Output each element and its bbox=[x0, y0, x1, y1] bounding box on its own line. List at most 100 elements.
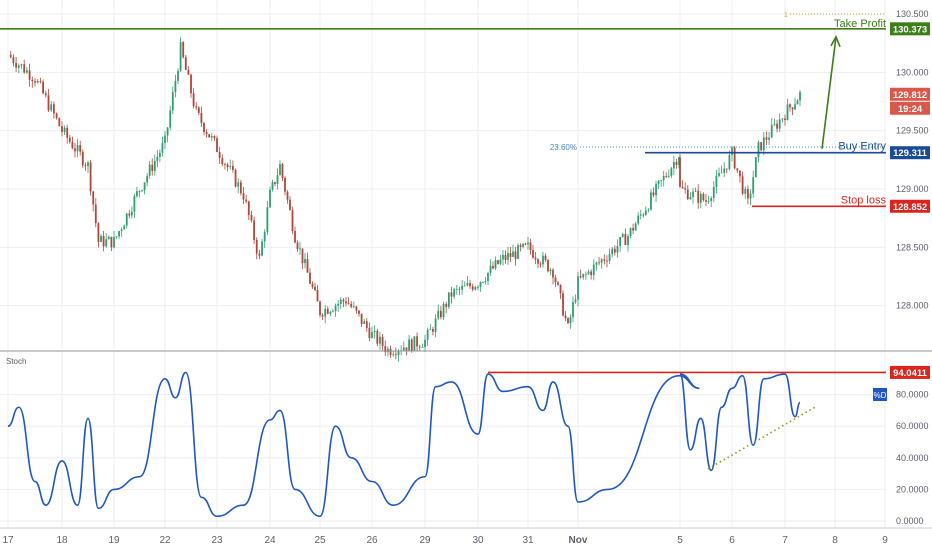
candle-body-186 bbox=[494, 260, 497, 269]
candle-body-122 bbox=[326, 308, 329, 314]
candle-body-297 bbox=[778, 119, 781, 129]
candle-body-282 bbox=[739, 170, 741, 177]
price-candles bbox=[9, 37, 801, 362]
candle-body-155 bbox=[413, 336, 416, 351]
candle-body-259 bbox=[679, 157, 681, 187]
countdown-badge-bg bbox=[890, 101, 930, 115]
time-tick-3: 22 bbox=[159, 535, 171, 546]
tp-marker-text: 1 bbox=[784, 12, 788, 19]
candle-body-199 bbox=[527, 242, 529, 245]
candle-body-248 bbox=[652, 192, 655, 196]
candle-body-25 bbox=[76, 145, 79, 152]
candle-body-151 bbox=[402, 347, 405, 351]
candle-body-183 bbox=[487, 272, 489, 282]
candle-body-242 bbox=[637, 215, 640, 224]
candle-body-5 bbox=[23, 64, 26, 73]
candle-body-175 bbox=[466, 282, 469, 286]
candle-body-235 bbox=[619, 236, 622, 246]
candle-body-233 bbox=[613, 248, 616, 253]
take-profit-badge: 130.373 bbox=[893, 24, 927, 35]
candle-body-254 bbox=[667, 175, 670, 177]
candle-body-241 bbox=[634, 223, 637, 231]
candle-body-180 bbox=[479, 282, 482, 287]
candle-body-26 bbox=[79, 145, 82, 152]
candle-body-184 bbox=[489, 265, 492, 273]
candle-body-191 bbox=[507, 253, 509, 260]
candle-body-262 bbox=[686, 189, 689, 200]
candle-body-48 bbox=[136, 191, 138, 197]
candle-body-36 bbox=[105, 239, 108, 247]
candle-body-290 bbox=[760, 142, 763, 151]
candle-body-268 bbox=[702, 193, 705, 201]
candle-body-117 bbox=[314, 286, 316, 291]
candle-body-176 bbox=[469, 282, 471, 287]
price-tick-2: 129.500 bbox=[896, 126, 929, 136]
candle-body-96 bbox=[261, 241, 263, 256]
stoch-tick-2: 40.0000 bbox=[896, 453, 929, 463]
candle-body-274 bbox=[718, 173, 720, 176]
candle-body-182 bbox=[484, 281, 487, 283]
candle-body-143 bbox=[381, 336, 384, 347]
candle-body-158 bbox=[421, 347, 424, 348]
candle-body-11 bbox=[39, 81, 42, 82]
candle-body-251 bbox=[660, 180, 663, 181]
candle-body-133 bbox=[355, 306, 358, 311]
price-axis[interactable]: 130.500 130.000 129.500 129.000 128.500 128.0… bbox=[890, 9, 930, 311]
candle-body-220 bbox=[579, 276, 582, 278]
candle-body-159 bbox=[424, 339, 426, 348]
candle-body-126 bbox=[337, 303, 340, 306]
candle-body-185 bbox=[492, 265, 494, 269]
stoch-tick-1: 60.0000 bbox=[896, 421, 929, 431]
candle-body-167 bbox=[445, 303, 448, 307]
time-tick-15: 8 bbox=[832, 535, 838, 546]
stoch-d-line bbox=[7, 371, 801, 518]
stoch-resistance-badge-bg bbox=[890, 365, 930, 379]
candle-body-174 bbox=[463, 285, 466, 287]
candle-body-4 bbox=[20, 64, 23, 66]
candle-body-39 bbox=[113, 236, 115, 248]
candle-body-7 bbox=[28, 70, 31, 80]
candle-body-166 bbox=[442, 303, 445, 318]
candle-body-108 bbox=[291, 210, 294, 231]
candle-body-116 bbox=[311, 283, 314, 287]
candle-body-196 bbox=[519, 245, 522, 247]
candle-body-128 bbox=[342, 299, 345, 302]
stoch-axis[interactable]: 80.0000 60.0000 40.0000 20.0000 0.0000 94.041… bbox=[873, 365, 930, 526]
candle-body-125 bbox=[334, 305, 337, 312]
candle-body-32 bbox=[94, 204, 97, 224]
candle-body-14 bbox=[47, 95, 50, 111]
candle-body-51 bbox=[143, 182, 146, 191]
target-arrow-shaft bbox=[821, 36, 837, 149]
candle-body-131 bbox=[350, 303, 353, 307]
time-axis[interactable]: 17 18 19 22 23 24 25 26 29 30 31 Nov 5 6 7 8 9 bbox=[0, 527, 932, 546]
candle-body-222 bbox=[584, 273, 587, 275]
candle-body-29 bbox=[87, 162, 89, 167]
candle-body-79 bbox=[216, 138, 218, 153]
current-price-badge-bg bbox=[890, 87, 930, 101]
candle-body-9 bbox=[34, 81, 36, 83]
candle-body-65 bbox=[179, 42, 182, 71]
candle-body-157 bbox=[418, 346, 421, 348]
candle-body-95 bbox=[258, 253, 261, 256]
candle-body-149 bbox=[397, 350, 400, 355]
target-arrow-head bbox=[830, 34, 841, 48]
candle-body-0 bbox=[9, 54, 12, 58]
take-profit-badge-bg bbox=[890, 22, 930, 36]
candle-body-236 bbox=[621, 233, 624, 237]
candle-body-20 bbox=[63, 127, 66, 132]
candle-body-104 bbox=[281, 164, 284, 178]
candle-body-55 bbox=[153, 161, 156, 171]
candle-body-256 bbox=[673, 161, 675, 169]
candle-body-231 bbox=[608, 254, 611, 261]
candle-body-73 bbox=[200, 112, 203, 124]
candle-body-292 bbox=[765, 137, 768, 140]
time-tick-9: 30 bbox=[472, 535, 484, 546]
candle-body-102 bbox=[276, 175, 279, 184]
candle-body-87 bbox=[237, 182, 240, 187]
candle-body-287 bbox=[752, 177, 755, 194]
price-tick-3: 129.000 bbox=[896, 184, 929, 194]
candle-body-214 bbox=[564, 315, 567, 319]
candle-body-189 bbox=[502, 254, 504, 260]
candle-body-50 bbox=[141, 190, 143, 191]
